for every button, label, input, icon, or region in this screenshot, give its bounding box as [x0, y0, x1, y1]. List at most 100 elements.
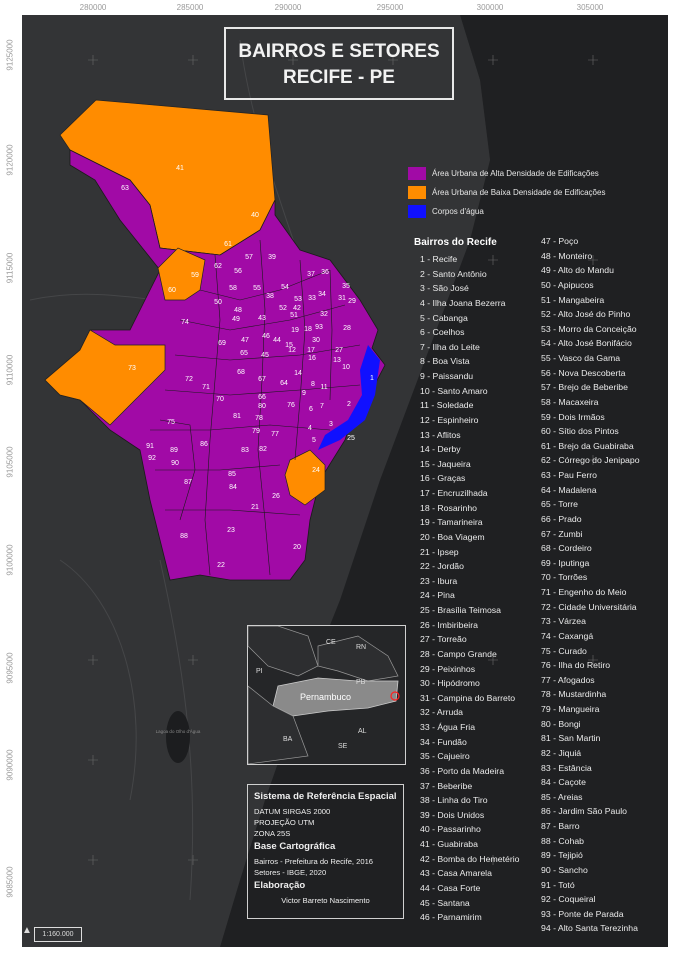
- map-number-label: 33: [308, 295, 316, 302]
- map-number-label: 14: [294, 370, 302, 377]
- info-source-2: Setores - IBGE, 2020: [254, 868, 327, 877]
- neighborhood-list-item: 29 - Peixinhos: [420, 663, 476, 674]
- map-number-label: 31: [338, 295, 346, 302]
- coord-top-label: 300000: [476, 3, 504, 12]
- map-number-label: 55: [253, 285, 261, 292]
- inset-locator-map: CE RN PI PB Pernambuco BA AL SE: [247, 625, 406, 765]
- legend-label-low: Área Urbana de Baixa Densidade de Edific…: [432, 188, 606, 197]
- inset-rn-pb: [317, 635, 399, 682]
- neighborhood-list-item: 68 - Cordeiro: [541, 543, 592, 554]
- neighborhood-list-item: 81 - San Martin: [541, 733, 601, 744]
- inset-recife-marker: [390, 691, 400, 701]
- map-number-label: 50: [214, 299, 222, 306]
- map-number-label: 23: [227, 527, 235, 534]
- legend-item-high: Área Urbana de Alta Densidade de Edifica…: [408, 164, 605, 183]
- map-number-label: 77: [271, 431, 279, 438]
- map-number-label: 80: [258, 403, 266, 410]
- neighborhood-list-item: 89 - Tejipió: [541, 850, 583, 861]
- inset-label-se: SE: [338, 743, 348, 750]
- legend-label-high: Área Urbana de Alta Densidade de Edifica…: [432, 169, 599, 178]
- map-number-label: 52: [279, 305, 287, 312]
- neighborhood-list-item: 3 - São José: [420, 283, 469, 294]
- water-body: [318, 345, 380, 450]
- neighborhood-list-item: 71 - Engenho do Meio: [541, 587, 627, 597]
- neighborhood-list-item: 83 - Estância: [541, 762, 592, 773]
- map-number-label: 16: [308, 355, 316, 362]
- neighborhood-list-item: 12 - Espinheiro: [420, 414, 479, 425]
- map-number-label: 42: [293, 305, 301, 312]
- neighborhood-list-item: 59 - Dois Irmãos: [541, 411, 605, 422]
- inset-label-pi: PI: [256, 668, 263, 675]
- neighborhood-list-item: 27 - Torreão: [420, 634, 467, 645]
- neighborhood-list-item: 42 - Bomba do Hemetério: [420, 853, 520, 864]
- neighborhood-list-item: 72 - Cidade Universitária: [541, 601, 637, 612]
- map-number-label: 68: [237, 369, 245, 376]
- neighborhood-list-item: 31 - Campina do Barreto: [420, 692, 516, 703]
- neighborhood-list-item: 34 - Fundão: [420, 736, 467, 747]
- neighborhood-list-item: 49 - Alto do Mandu: [541, 265, 614, 276]
- inset-label-pb: PB: [356, 679, 366, 686]
- map-number-label: 53: [294, 296, 302, 303]
- neighborhood-list-item: 19 - Tamarineira: [420, 517, 483, 528]
- neighborhood-list-item: 84 - Caçote: [541, 777, 586, 788]
- map-number-label: 15: [285, 342, 293, 349]
- map-number-label: 75: [167, 419, 175, 426]
- neighborhood-list-item: 70 - Torrões: [541, 572, 588, 583]
- map-number-label: 45: [261, 352, 269, 359]
- legend-swatch-high: [408, 167, 426, 180]
- neighborhood-list-item: 76 - Ilha do Retiro: [541, 660, 611, 671]
- map-number-label: 10: [342, 364, 350, 371]
- map-number-label: 8: [311, 381, 315, 388]
- neighborhood-list-item: 80 - Bongi: [541, 718, 581, 729]
- coord-left-label: 9095000: [5, 652, 15, 684]
- map-number-label: 28: [343, 325, 351, 332]
- neighborhood-list-item: 37 - Beberibe: [420, 780, 473, 791]
- map-number-label: 74: [181, 319, 189, 326]
- map-number-label: 37: [307, 271, 315, 278]
- neighborhood-list-item: 50 - Apipucos: [541, 279, 594, 290]
- inset-ba: [248, 685, 309, 764]
- map-number-label: 47: [241, 337, 249, 344]
- map-number-label: 13: [333, 357, 341, 364]
- map-number-label: 40: [251, 212, 259, 219]
- legend-label-water: Corpos d'água: [432, 207, 484, 216]
- neighborhood-list-item: 86 - Jardim São Paulo: [541, 806, 627, 817]
- map-number-label: 60: [168, 287, 176, 294]
- map-number-label: 46: [262, 333, 270, 340]
- neighborhood-list-item: 66 - Prado: [541, 513, 582, 524]
- map-number-label: 61: [224, 241, 232, 248]
- coord-left-label: 9085000: [5, 866, 15, 898]
- map-number-label: 2: [347, 401, 351, 408]
- coord-top-label: 305000: [576, 3, 604, 12]
- info-box: Sistema de Referência Espacial DATUM SIR…: [247, 784, 404, 919]
- coord-left-label: 9125000: [5, 39, 15, 71]
- neighborhood-list-item: 63 - Pau Ferro: [541, 470, 598, 480]
- map-number-label: 24: [312, 467, 320, 474]
- neighborhood-list-item: 85 - Areias: [541, 791, 583, 802]
- map-number-label: 49: [232, 316, 240, 323]
- map-number-label: 81: [233, 413, 241, 420]
- map-number-label: 69: [218, 340, 226, 347]
- neighborhood-list-item: 94 - Alto Santa Terezinha: [541, 923, 638, 934]
- map-title-box: BAIRROS E SETORES RECIFE - PE: [224, 27, 454, 100]
- neighborhood-list-item: 92 - Coqueiral: [541, 894, 596, 905]
- map-number-label: 65: [240, 350, 248, 357]
- info-author: Victor Barreto Nascimento: [281, 896, 370, 905]
- neighborhood-list-item: 60 - Sítio dos Pintos: [541, 426, 619, 437]
- low-density-pina: [284, 449, 326, 506]
- neighborhood-list-item: 75 - Curado: [541, 645, 587, 656]
- neighborhood-list-item: 87 - Barro: [541, 821, 580, 831]
- neighborhood-list-item: 53 - Morro da Conceição: [541, 323, 637, 334]
- legend-item-low: Área Urbana de Baixa Densidade de Edific…: [408, 183, 605, 202]
- neighborhood-list-item: 5 - Cabanga: [420, 312, 468, 323]
- neighborhood-list-item: 47 - Poço: [541, 236, 579, 246]
- map-number-label: 84: [229, 484, 237, 491]
- map-number-label: 79: [252, 428, 260, 435]
- neighborhood-list-item: 21 - Ipsep: [420, 546, 459, 557]
- neighborhood-list-item: 10 - Santo Amaro: [420, 385, 488, 396]
- map-number-label: 83: [241, 447, 249, 454]
- neighborhood-list-item: 93 - Ponte de Parada: [541, 908, 624, 919]
- map-number-label: 11: [320, 384, 327, 391]
- map-number-label: 70: [216, 396, 224, 403]
